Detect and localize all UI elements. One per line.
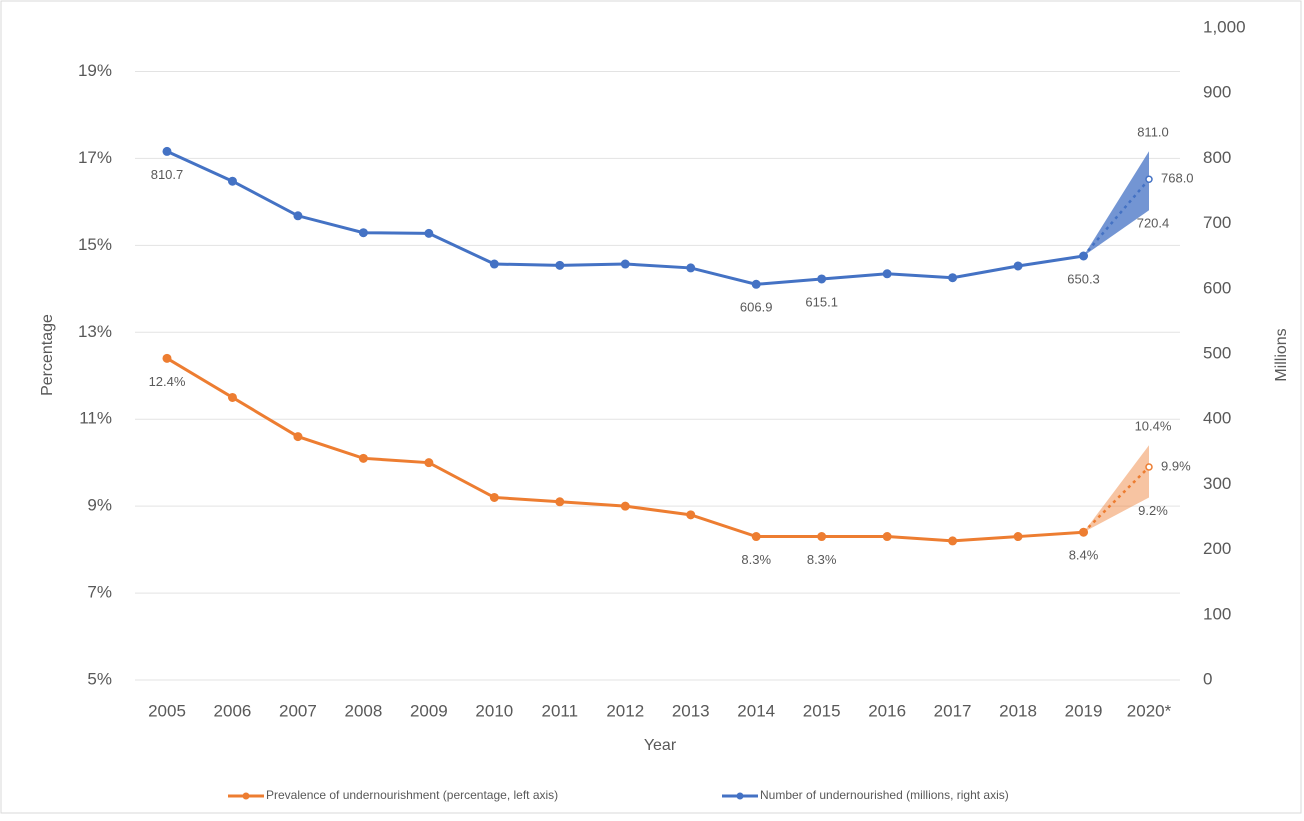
data-point xyxy=(620,259,630,269)
data-point xyxy=(227,176,237,186)
data-point xyxy=(817,274,827,284)
data-point xyxy=(424,458,434,468)
data-point xyxy=(555,260,565,270)
data-point xyxy=(882,532,892,542)
legend-marker xyxy=(242,792,250,800)
data-point xyxy=(358,228,368,238)
data-label: 9.2% xyxy=(1138,503,1168,518)
projection-range xyxy=(1083,151,1149,257)
data-point xyxy=(882,269,892,279)
data-label: 9.9% xyxy=(1161,458,1191,473)
x-tick-label: 2015 xyxy=(803,701,841,720)
legend-label: Number of undernourished (millions, righ… xyxy=(760,788,1009,802)
data-point xyxy=(1079,251,1089,261)
data-label: 811.0 xyxy=(1137,125,1169,140)
data-point xyxy=(555,497,565,507)
x-axis-title: Year xyxy=(644,737,677,754)
x-tick-label: 2005 xyxy=(148,701,186,720)
legend-label: Prevalence of undernourishment (percenta… xyxy=(266,788,558,802)
data-point xyxy=(948,536,958,546)
y-axis-title: Percentage xyxy=(39,314,56,396)
data-point xyxy=(489,259,499,269)
data-label: 768.0 xyxy=(1161,171,1194,186)
data-label: 810.7 xyxy=(151,167,184,182)
x-tick-label: 2017 xyxy=(934,701,972,720)
data-label: 8.3% xyxy=(741,552,771,567)
data-label: 12.4% xyxy=(149,374,186,389)
y2-axis-title: Millions xyxy=(1273,328,1290,381)
data-point xyxy=(1145,463,1153,471)
y-tick-label: 15% xyxy=(78,235,112,254)
data-point xyxy=(1013,261,1023,271)
projection-range xyxy=(1083,445,1149,533)
data-point xyxy=(751,279,761,289)
x-tick-label: 2019 xyxy=(1065,701,1103,720)
x-tick-label: 2018 xyxy=(999,701,1037,720)
data-point xyxy=(686,510,696,520)
y-tick-label: 13% xyxy=(78,322,112,341)
data-point xyxy=(1013,532,1023,542)
x-tick-label: 2014 xyxy=(737,701,775,720)
y2-tick-label: 100 xyxy=(1203,604,1231,623)
y-tick-label: 17% xyxy=(78,148,112,167)
data-point xyxy=(489,492,499,502)
y-tick-label: 5% xyxy=(87,669,112,688)
data-label: 8.4% xyxy=(1069,548,1099,563)
data-point xyxy=(686,263,696,273)
data-point xyxy=(293,432,303,442)
y-tick-label: 19% xyxy=(78,61,112,80)
x-tick-label: 2007 xyxy=(279,701,317,720)
y2-tick-label: 500 xyxy=(1203,343,1231,362)
data-point xyxy=(424,228,434,238)
data-point xyxy=(1079,527,1089,537)
data-point xyxy=(293,211,303,221)
x-tick-label: 2013 xyxy=(672,701,710,720)
x-tick-label: 2012 xyxy=(606,701,644,720)
x-tick-label: 2006 xyxy=(214,701,252,720)
y2-tick-label: 700 xyxy=(1203,213,1231,232)
y2-tick-label: 800 xyxy=(1203,148,1231,167)
x-tick-label: 2008 xyxy=(344,701,382,720)
x-tick-label: 2011 xyxy=(542,701,579,720)
x-tick-label: 2020* xyxy=(1127,701,1172,720)
data-label: 8.3% xyxy=(807,552,837,567)
data-point xyxy=(817,532,827,542)
y2-tick-label: 300 xyxy=(1203,474,1231,493)
y2-tick-label: 400 xyxy=(1203,409,1231,428)
data-label: 615.1 xyxy=(805,294,838,309)
data-point xyxy=(162,353,172,363)
projection-line xyxy=(1082,466,1150,534)
x-tick-label: 2016 xyxy=(868,701,906,720)
y2-tick-label: 0 xyxy=(1203,669,1212,688)
y-tick-label: 9% xyxy=(87,496,112,515)
data-point xyxy=(948,273,958,283)
legend-marker xyxy=(736,792,744,800)
x-tick-label: 2009 xyxy=(410,701,448,720)
data-point xyxy=(227,392,237,402)
data-point xyxy=(1145,175,1153,184)
y2-tick-label: 1,000 xyxy=(1203,17,1246,36)
projection-line xyxy=(1082,178,1150,257)
data-label: 720.4 xyxy=(1137,216,1170,231)
data-label: 606.9 xyxy=(740,300,773,315)
data-point xyxy=(358,453,368,463)
y-tick-label: 11% xyxy=(79,409,112,428)
y2-tick-label: 900 xyxy=(1203,83,1231,102)
y-tick-label: 7% xyxy=(87,583,112,602)
data-label: 10.4% xyxy=(1135,419,1172,434)
data-point xyxy=(751,532,761,542)
data-point xyxy=(620,501,630,511)
data-label: 650.3 xyxy=(1067,271,1100,286)
x-tick-label: 2010 xyxy=(475,701,513,720)
y2-tick-label: 600 xyxy=(1203,278,1231,297)
data-point xyxy=(162,146,172,156)
y2-tick-label: 200 xyxy=(1203,539,1231,558)
